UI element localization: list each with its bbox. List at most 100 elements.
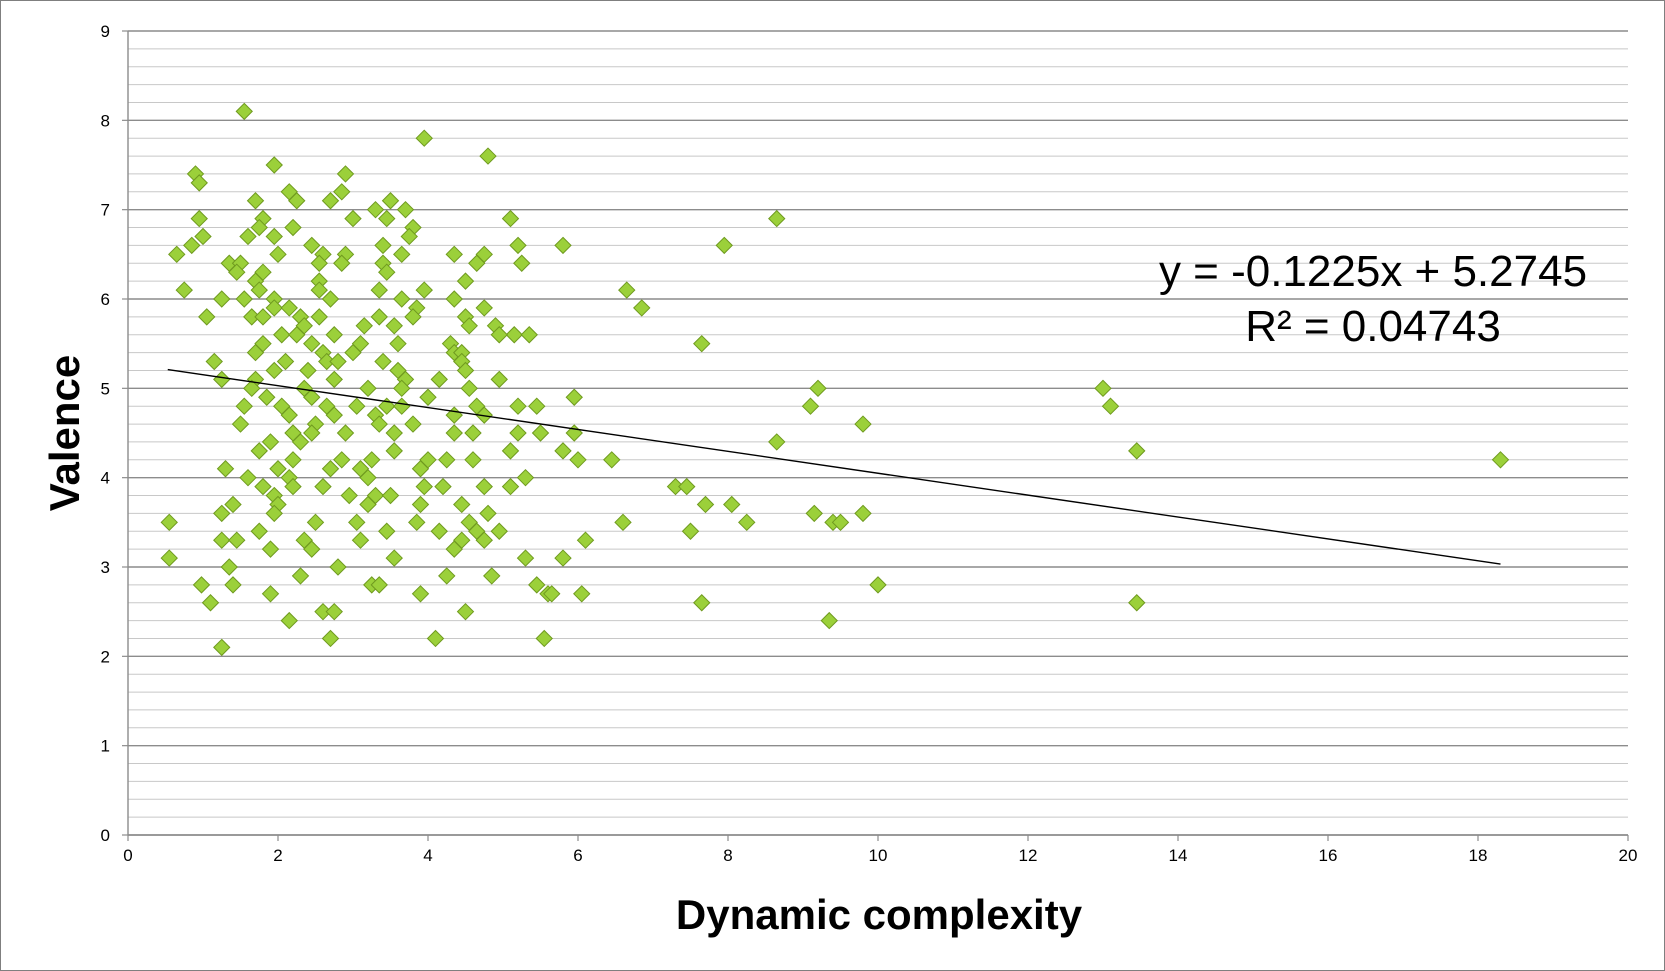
data-point — [475, 477, 493, 496]
data-point — [509, 236, 527, 255]
data-point — [355, 317, 373, 335]
data-point — [288, 192, 306, 210]
data-point — [239, 227, 257, 246]
data-point — [366, 200, 385, 219]
data-point — [288, 326, 306, 344]
data-point — [246, 192, 265, 210]
y-tick-label: 0 — [101, 826, 110, 845]
gridlines — [128, 30, 1628, 836]
data-point — [438, 451, 456, 469]
data-point — [528, 397, 546, 415]
data-point — [415, 477, 433, 496]
data-point — [831, 513, 850, 532]
data-point — [351, 531, 370, 549]
data-point — [265, 156, 283, 174]
data-point — [509, 397, 527, 415]
data-point — [250, 218, 268, 237]
data-point — [333, 183, 351, 201]
data-point — [378, 263, 396, 281]
data-point — [213, 531, 231, 549]
r-squared-label: R² = 0.04743 — [1245, 302, 1501, 351]
data-point — [456, 272, 475, 290]
data-point — [389, 334, 407, 353]
data-point — [213, 290, 231, 308]
data-point — [374, 352, 392, 371]
data-point — [201, 594, 220, 612]
data-point — [869, 576, 887, 594]
data-point — [768, 433, 786, 451]
data-point — [243, 379, 261, 398]
data-point — [250, 442, 268, 460]
data-point — [509, 424, 527, 442]
data-point — [445, 290, 463, 308]
data-point — [693, 594, 711, 612]
x-tick-label: 16 — [1319, 846, 1338, 865]
data-point — [284, 477, 302, 496]
data-point — [528, 576, 546, 594]
x-tick-label: 2 — [273, 846, 282, 865]
data-point — [479, 504, 497, 523]
data-point — [321, 192, 340, 210]
data-point — [445, 406, 463, 424]
data-point — [393, 379, 411, 398]
x-tick-label: 4 — [423, 846, 432, 865]
data-point — [333, 451, 351, 469]
data-point — [258, 388, 276, 406]
data-point — [284, 218, 302, 237]
data-point — [696, 495, 715, 514]
data-point — [325, 406, 343, 424]
data-point — [216, 460, 235, 478]
data-point — [430, 522, 448, 540]
data-point — [370, 415, 388, 433]
x-tick-label: 18 — [1469, 846, 1488, 865]
data-point — [228, 263, 246, 281]
data-point — [516, 549, 535, 567]
data-point — [464, 451, 482, 469]
data-point — [359, 495, 377, 514]
data-point — [490, 326, 508, 344]
y-tick-label: 8 — [101, 111, 110, 130]
x-tick-label: 10 — [869, 846, 888, 865]
data-point — [321, 460, 340, 478]
data-point — [231, 415, 250, 433]
data-point — [396, 200, 415, 219]
data-point — [336, 424, 355, 442]
data-point — [348, 397, 366, 415]
data-point — [235, 290, 253, 308]
data-point — [1094, 379, 1112, 398]
data-point — [348, 513, 366, 532]
data-point — [190, 209, 208, 228]
data-point — [303, 334, 321, 353]
data-point — [681, 522, 700, 540]
data-point — [801, 397, 820, 415]
data-point — [239, 468, 257, 487]
data-point — [768, 209, 786, 228]
data-point — [269, 245, 287, 264]
data-point — [261, 433, 280, 451]
data-point — [235, 397, 253, 415]
data-point — [614, 513, 632, 532]
data-point — [490, 522, 508, 540]
data-point — [520, 326, 538, 344]
data-point — [374, 236, 392, 255]
data-point — [809, 379, 827, 398]
data-point — [456, 361, 475, 380]
data-point — [325, 602, 343, 621]
data-point — [475, 299, 493, 317]
y-tick-label: 7 — [101, 201, 110, 220]
data-point — [415, 129, 433, 147]
data-point — [820, 611, 838, 630]
data-point — [464, 424, 482, 442]
data-point — [378, 209, 396, 228]
data-point — [501, 209, 520, 228]
data-point — [693, 334, 711, 353]
data-point — [404, 308, 422, 326]
data-point — [535, 629, 553, 648]
data-point — [224, 495, 242, 514]
x-tick-label: 0 — [123, 846, 132, 865]
data-point — [678, 477, 696, 496]
data-point — [340, 486, 358, 505]
data-point — [303, 424, 321, 442]
data-point — [453, 495, 471, 514]
